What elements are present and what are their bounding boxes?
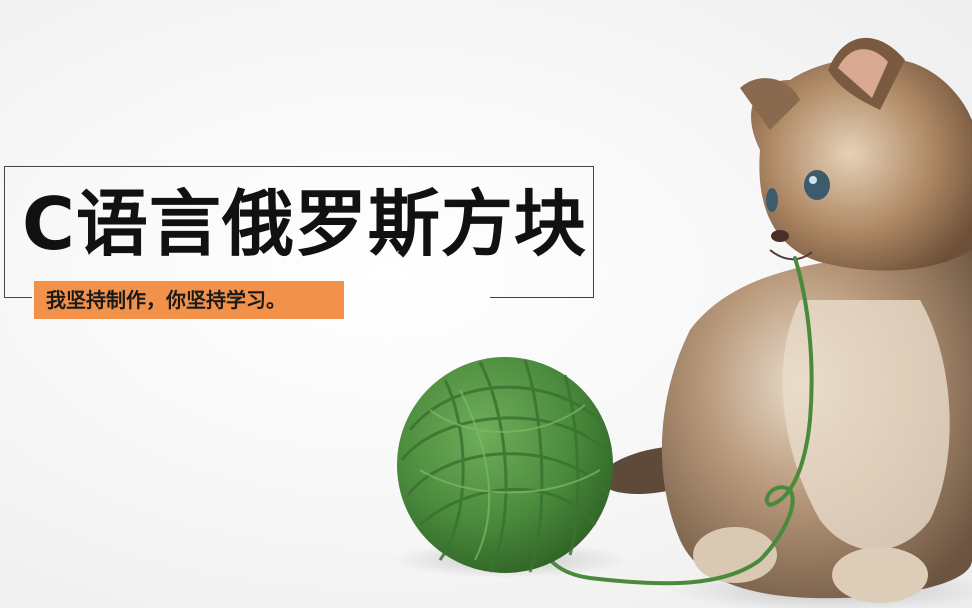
kitten bbox=[600, 37, 972, 603]
kitten-chest bbox=[782, 300, 950, 550]
kitten-nose bbox=[771, 230, 789, 242]
kitten-right-paw bbox=[832, 547, 928, 603]
title-frame bbox=[4, 166, 594, 298]
kitten-right-eye bbox=[804, 170, 830, 200]
kitten-left-ear bbox=[740, 78, 800, 130]
tagline-badge: 我坚持制作，你坚持学习。 bbox=[34, 281, 344, 319]
kitten-head bbox=[751, 58, 972, 271]
kitten-left-eye bbox=[766, 188, 778, 212]
green-yarn-ball bbox=[397, 357, 613, 573]
kitten-left-paw bbox=[693, 527, 777, 583]
banner-title: C语言俄罗斯方块 bbox=[22, 182, 587, 266]
yarn-strand bbox=[533, 256, 814, 586]
